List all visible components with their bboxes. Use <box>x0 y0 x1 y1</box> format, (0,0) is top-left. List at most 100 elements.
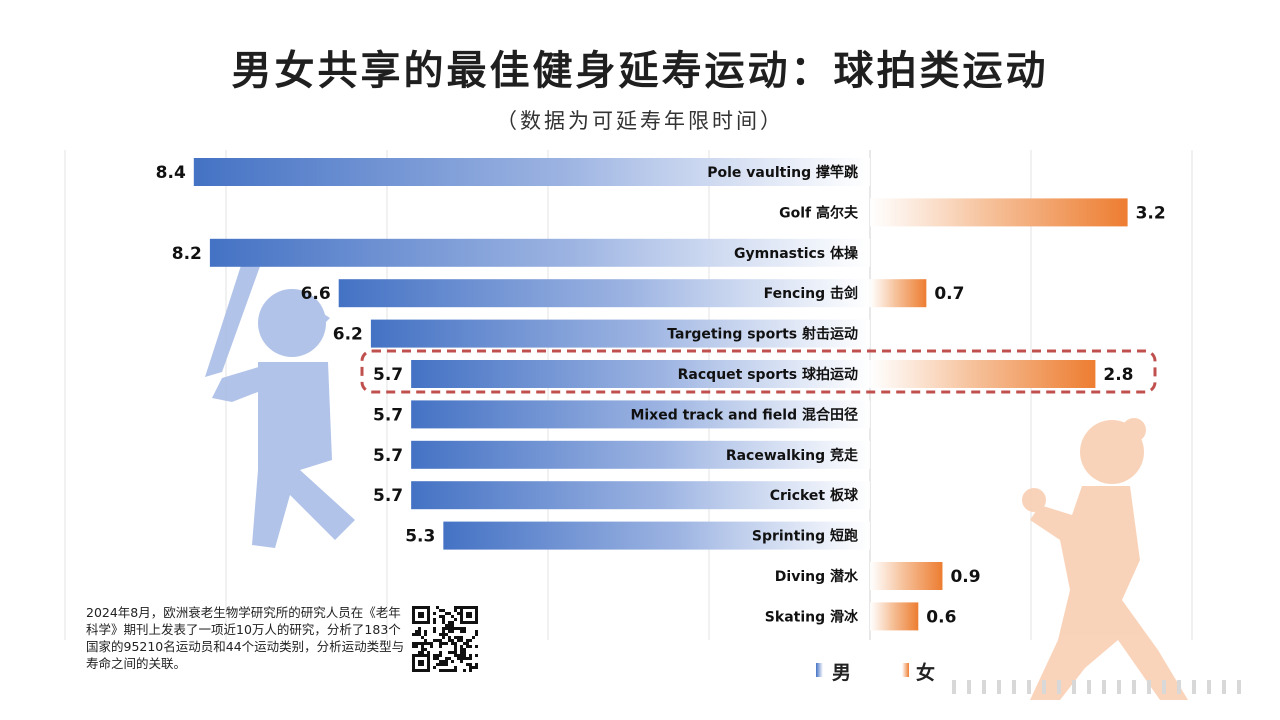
qr-module <box>457 627 460 630</box>
qr-module <box>415 642 418 645</box>
qr-module <box>469 669 472 672</box>
qr-module <box>475 666 478 669</box>
value-label-male: 8.2 <box>172 244 202 264</box>
category-label: Pole vaulting 撑竿跳 <box>707 164 858 181</box>
qr-module <box>460 639 463 642</box>
qr-module <box>457 639 460 642</box>
qr-module <box>433 630 436 633</box>
strip-bar <box>1237 680 1241 694</box>
qr-module <box>439 639 442 642</box>
qr-module <box>439 651 442 654</box>
footnote: 2024年8月，欧洲衰老生物学研究所的研究人员在《老年科学》期刊上发表了一项近1… <box>86 605 405 671</box>
qr-module <box>442 642 445 645</box>
qr-module <box>445 669 448 672</box>
qr-module <box>415 645 418 648</box>
qr-module <box>463 642 466 645</box>
qr-module <box>469 654 472 657</box>
value-label-male: 6.6 <box>301 284 331 304</box>
qr-module <box>442 618 445 621</box>
qr-module <box>448 636 451 639</box>
qr-module <box>424 630 427 633</box>
qr-module <box>451 669 454 672</box>
head-shape <box>258 289 326 357</box>
qr-module <box>463 630 466 633</box>
strip-bar <box>997 680 1001 694</box>
strip-bar <box>1192 680 1196 694</box>
qr-module <box>472 666 475 669</box>
category-label: Racquet sports 球拍运动 <box>678 366 858 383</box>
qr-module <box>457 606 460 609</box>
qr-module <box>418 633 421 636</box>
qr-module <box>460 657 463 660</box>
runner-knee-shape <box>1100 576 1124 600</box>
qr-module <box>448 612 451 615</box>
qr-module <box>421 651 424 654</box>
strip-bar <box>1027 680 1031 694</box>
strip-bar <box>1177 680 1181 694</box>
qr-module <box>442 636 445 639</box>
qr-module <box>457 657 460 660</box>
value-label-male: 5.7 <box>373 446 403 466</box>
qr-module <box>454 627 457 630</box>
qr-module <box>418 630 421 633</box>
category-label: Gymnastics 体操 <box>734 245 859 262</box>
strip-bar <box>1087 680 1091 694</box>
qr-module <box>433 654 436 657</box>
strip-bar <box>1012 680 1016 694</box>
qr-module <box>460 627 463 630</box>
qr-module <box>469 666 472 669</box>
qr-module <box>469 645 472 648</box>
qr-module <box>460 651 463 654</box>
qr-module <box>439 609 442 612</box>
bar-female <box>870 198 1128 227</box>
qr-module <box>451 639 454 642</box>
qr-module <box>457 654 460 657</box>
qr-module <box>448 630 451 633</box>
value-label-female: 2.8 <box>1103 365 1133 385</box>
qr-module <box>460 660 463 663</box>
category-label: Skating 滑冰 <box>765 608 859 625</box>
female-runner-icon <box>1022 418 1188 700</box>
bar-male <box>411 400 870 429</box>
qr-module <box>439 654 442 657</box>
strip-bar <box>1102 680 1106 694</box>
qr-module <box>454 618 457 621</box>
qr-module <box>451 615 454 618</box>
strip-bar <box>1147 680 1151 694</box>
baseball-player-icon <box>205 244 355 548</box>
strip-bar <box>967 680 971 694</box>
bar-female <box>870 279 927 308</box>
value-label-female: 0.7 <box>934 284 964 304</box>
qr-module <box>475 633 478 636</box>
qr-code-icon[interactable] <box>412 606 478 672</box>
qr-module <box>439 669 442 672</box>
qr-module <box>445 657 448 660</box>
strip-bar <box>1207 680 1211 694</box>
bar-female <box>870 562 943 590</box>
cap-shape <box>262 304 330 330</box>
qr-module <box>421 636 424 639</box>
qr-module <box>475 645 478 648</box>
qr-module <box>415 633 418 636</box>
qr-module <box>475 630 478 633</box>
bar-male <box>209 238 870 267</box>
highlight-box <box>360 349 1157 394</box>
category-label: Fencing 击剑 <box>764 285 858 302</box>
qr-module <box>454 609 457 612</box>
category-label: Cricket 板球 <box>770 487 859 504</box>
qr-module <box>424 639 427 642</box>
qr-module <box>451 624 454 627</box>
qr-module <box>436 606 439 609</box>
qr-module <box>415 630 418 633</box>
category-label: Mixed track and field 混合田径 <box>630 406 858 423</box>
qr-module <box>412 633 415 636</box>
qr-module <box>448 651 451 654</box>
qr-module <box>466 639 469 642</box>
decor-strip <box>952 680 1241 694</box>
qr-module <box>454 648 457 651</box>
strip-bar <box>982 680 986 694</box>
strip-bar <box>1057 680 1061 694</box>
qr-module <box>439 663 442 666</box>
qr-module <box>454 651 457 654</box>
